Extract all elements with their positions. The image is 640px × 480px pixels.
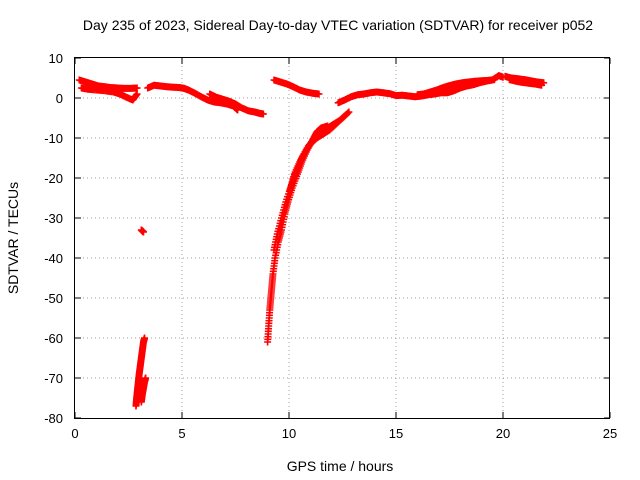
y-tick-label: -20	[44, 171, 63, 186]
axis-ticks: 0 5 10 15 20 25 10 0 -10 -20 -30 -40 -50 -60 -70 -80	[44, 51, 617, 441]
x-axis-label: GPS time / hours	[287, 458, 394, 474]
x-tick-label: 5	[178, 426, 185, 441]
series-arc-3	[206, 90, 267, 118]
y-tick-label: -40	[44, 251, 63, 266]
x-tick-label: 0	[71, 426, 78, 441]
y-tick-label: -50	[44, 291, 63, 306]
data-point	[139, 228, 147, 236]
chart-title: Day 235 of 2023, Sidereal Day-to-day VTE…	[83, 17, 593, 33]
data-point	[490, 76, 498, 84]
x-tick-label: 15	[389, 426, 403, 441]
data-point	[141, 334, 149, 342]
series-arc-8	[334, 72, 507, 107]
series-arc-10	[501, 72, 548, 89]
series-arc-4	[270, 76, 323, 98]
series-arc-11	[132, 226, 149, 410]
data-points	[75, 72, 548, 410]
y-tick-label: -80	[44, 411, 63, 426]
data-point	[142, 374, 150, 382]
data-point	[315, 90, 323, 98]
y-tick-label: 10	[49, 51, 63, 66]
data-point	[133, 90, 141, 98]
x-tick-label: 20	[496, 426, 510, 441]
data-point	[259, 110, 267, 118]
series-arc-9	[413, 76, 498, 99]
y-tick-label: 0	[56, 91, 63, 106]
series-arc-7	[286, 108, 353, 194]
x-tick-label: 10	[282, 426, 296, 441]
data-point	[133, 84, 141, 92]
x-tick-label: 25	[603, 426, 617, 441]
y-axis-label: SDTVAR / TECUs	[5, 182, 21, 294]
y-tick-label: -60	[44, 331, 63, 346]
grid	[75, 58, 610, 418]
series-arc-1	[75, 76, 141, 104]
y-tick-label: -30	[44, 211, 63, 226]
series-arc-12	[137, 374, 150, 406]
series-arc-2	[144, 81, 242, 114]
y-tick-label: -70	[44, 371, 63, 386]
y-tick-label: -10	[44, 131, 63, 146]
data-point	[345, 108, 353, 116]
plot-frame	[74, 57, 610, 419]
data-point	[344, 109, 352, 117]
data-point	[538, 81, 546, 89]
